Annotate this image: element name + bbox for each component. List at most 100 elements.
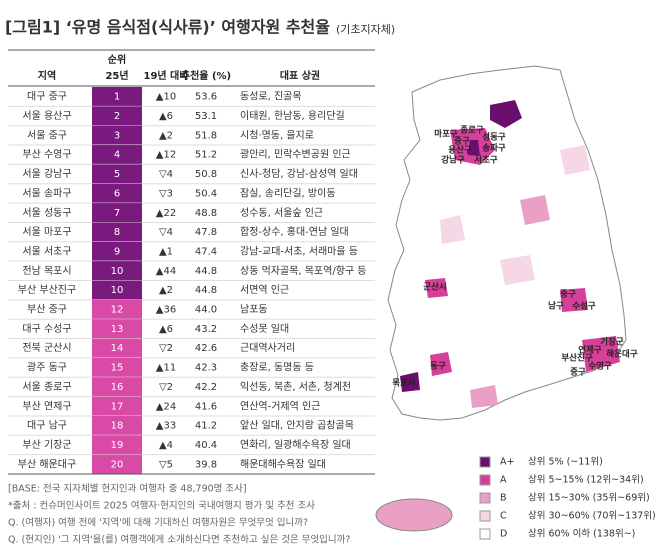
cell: ▲6: [159, 111, 173, 122]
title: [그림1] ‘유명 음식점(식사류)’ 여행자원 추천율: [5, 18, 330, 37]
cell: 서울 종로구: [22, 381, 71, 393]
map-label: 기장군: [600, 337, 624, 348]
header: 지역: [38, 69, 56, 82]
cell: 서울 송파구: [22, 187, 71, 199]
rank-cell: [92, 106, 142, 126]
legend-swatch: [479, 528, 491, 540]
cell: 부산 해운대구: [18, 457, 76, 470]
cell: 51.2: [195, 150, 217, 161]
legend-grade: B: [500, 493, 507, 504]
cell: ▲24: [156, 401, 176, 412]
header: 순위: [108, 53, 126, 66]
legend-label: 상위 30~60% (70위~137위): [528, 510, 656, 522]
map-label: 부산진구: [561, 353, 592, 364]
cell: 9: [114, 246, 120, 257]
cell: 서면역 인근: [240, 284, 289, 296]
cell: ▲10: [156, 92, 176, 103]
cell: 40.4: [195, 440, 217, 451]
cell: ▲4: [159, 440, 173, 451]
footnote: Q. (현지인) '그 지역'을(를) 여행객에게 소개하신다면 추천하고 싶은…: [8, 534, 350, 546]
cell: 42.6: [195, 343, 217, 354]
rank-cell: [92, 145, 142, 165]
cell: ▽2: [159, 343, 173, 354]
cell: 대구 남구: [27, 420, 67, 432]
cell: 동성로, 진골목: [240, 91, 302, 103]
cell: 서울 강남구: [22, 168, 71, 180]
cell: ▲2: [159, 130, 173, 141]
cell: ▽4: [159, 227, 173, 238]
cell: 부산 부산진구: [18, 284, 76, 296]
cell: ▽5: [159, 459, 173, 470]
map-label: 용산구: [448, 145, 472, 156]
map-label: 서초구: [474, 155, 498, 166]
cell: 익선동, 북촌, 서촌, 청계천: [240, 381, 351, 393]
rank-cell: [92, 377, 142, 397]
cell: 13: [111, 324, 124, 335]
cell: 시청·명동, 을지로: [240, 129, 314, 141]
rank-cell: [92, 435, 142, 455]
header: 25년: [105, 69, 128, 82]
cell: 부산 중구: [27, 304, 67, 316]
cell: 10: [111, 266, 124, 277]
cell: 43.2: [195, 324, 217, 335]
map-label: 남구: [548, 301, 564, 312]
cell: 강남-교대-서초, 서래마을 등: [240, 245, 358, 257]
region: [560, 288, 588, 312]
cell: 서울 중구: [27, 129, 67, 141]
cell: 14: [111, 343, 124, 354]
region: [582, 336, 620, 372]
cell: 53.1: [195, 111, 217, 122]
cell: 50.8: [195, 169, 217, 180]
legend-grade: A+: [500, 457, 514, 468]
cell: 20: [111, 459, 124, 470]
region: [470, 385, 498, 408]
rank-cell: [92, 338, 142, 358]
cell: 3: [114, 130, 120, 141]
cell: 6: [114, 188, 120, 199]
cell: ▲22: [156, 208, 176, 219]
footnote: [BASE: 전국 지자체별 현지인과 여행자 중 48,790명 조사]: [8, 483, 247, 495]
map-label: 목포시: [392, 379, 415, 389]
cell: 해운대해수욕장 일대: [240, 457, 326, 470]
cell: 5: [114, 169, 120, 180]
cell: ▲6: [159, 324, 173, 335]
map-label: 동구: [430, 362, 446, 372]
legend-swatch: [479, 456, 491, 468]
cell: 서울 서초구: [22, 245, 71, 257]
map-label: 해운대구: [606, 349, 637, 360]
cell: ▲44: [156, 266, 176, 277]
region: [520, 195, 550, 225]
cell: 신사-청담, 강남-삼성역 일대: [240, 168, 358, 180]
legend-grade: A: [500, 475, 507, 486]
rank-cell: [92, 319, 142, 339]
cell: ▽3: [159, 188, 173, 199]
region: [400, 372, 420, 392]
cell: ▲1: [159, 246, 173, 257]
rank-cell: [92, 415, 142, 436]
cell: 8: [114, 227, 120, 238]
cell: 서울 성동구: [22, 207, 71, 219]
map-label: 수성구: [572, 301, 596, 312]
cell: 42.3: [195, 363, 217, 374]
cell: 서울 마포구: [22, 226, 71, 238]
cell: 잠실, 송리단길, 방이동: [240, 186, 336, 199]
cell: 47.4: [195, 246, 217, 257]
cell: ▲11: [156, 363, 176, 374]
map-label: 중구: [454, 137, 470, 147]
cell: 50.4: [195, 188, 217, 199]
cell: 연화리, 일광해수욕장 일대: [240, 438, 351, 451]
cell: 충장로, 동명동 등: [240, 362, 314, 374]
legend-grade: C: [500, 511, 507, 522]
cell: 15: [111, 363, 124, 374]
legend-grade: D: [500, 529, 507, 540]
map-label: 중구: [570, 368, 586, 378]
rank-cell: [92, 164, 142, 184]
cell: 대구 중구: [27, 91, 67, 103]
header: 19년 대비: [144, 69, 189, 82]
map-label: 마포구: [434, 129, 458, 140]
header: 대표 상권: [280, 69, 320, 82]
cell: ▲2: [159, 285, 173, 296]
region: [490, 100, 522, 128]
map-label: 성동구: [482, 132, 506, 143]
